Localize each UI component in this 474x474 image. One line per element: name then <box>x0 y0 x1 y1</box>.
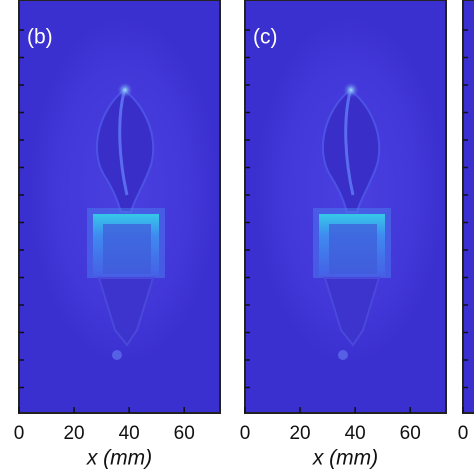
x-tick-label: 20 <box>289 423 310 444</box>
panel-frame <box>244 0 447 414</box>
x-tick-label: 60 <box>400 423 421 444</box>
box-inner <box>103 224 151 274</box>
droplet-streak <box>118 91 129 196</box>
box-inner <box>329 224 377 274</box>
heatmap-background <box>463 0 474 413</box>
heatmap-field <box>29 15 219 365</box>
stem <box>97 277 155 347</box>
tip <box>343 82 359 98</box>
x-tick-label: 0 <box>14 423 25 444</box>
tip <box>117 82 133 98</box>
stem <box>323 277 381 347</box>
x-axis-label: x (mm) <box>312 447 378 470</box>
panel-frame <box>462 0 474 414</box>
x-tick-label: 40 <box>345 423 366 444</box>
panel-frame <box>18 0 221 414</box>
panel-label: (c) <box>253 26 278 49</box>
panel: 0 20 40 60 x (mm) (c) <box>240 0 447 470</box>
panel: 0 <box>458 0 474 444</box>
drip <box>112 350 122 360</box>
drip <box>338 350 348 360</box>
x-tick-label: 40 <box>119 423 140 444</box>
heatmap-field <box>255 15 445 365</box>
panel: 0 20 40 60 x (mm) (b) <box>14 0 221 470</box>
x-tick-label: 20 <box>63 423 84 444</box>
x-tick-label: 60 <box>174 423 195 444</box>
droplet-streak <box>344 91 355 196</box>
x-tick-label: 0 <box>458 423 469 444</box>
x-tick-label: 0 <box>240 423 251 444</box>
x-axis-label: x (mm) <box>86 447 152 470</box>
panel-label: (b) <box>27 26 53 49</box>
